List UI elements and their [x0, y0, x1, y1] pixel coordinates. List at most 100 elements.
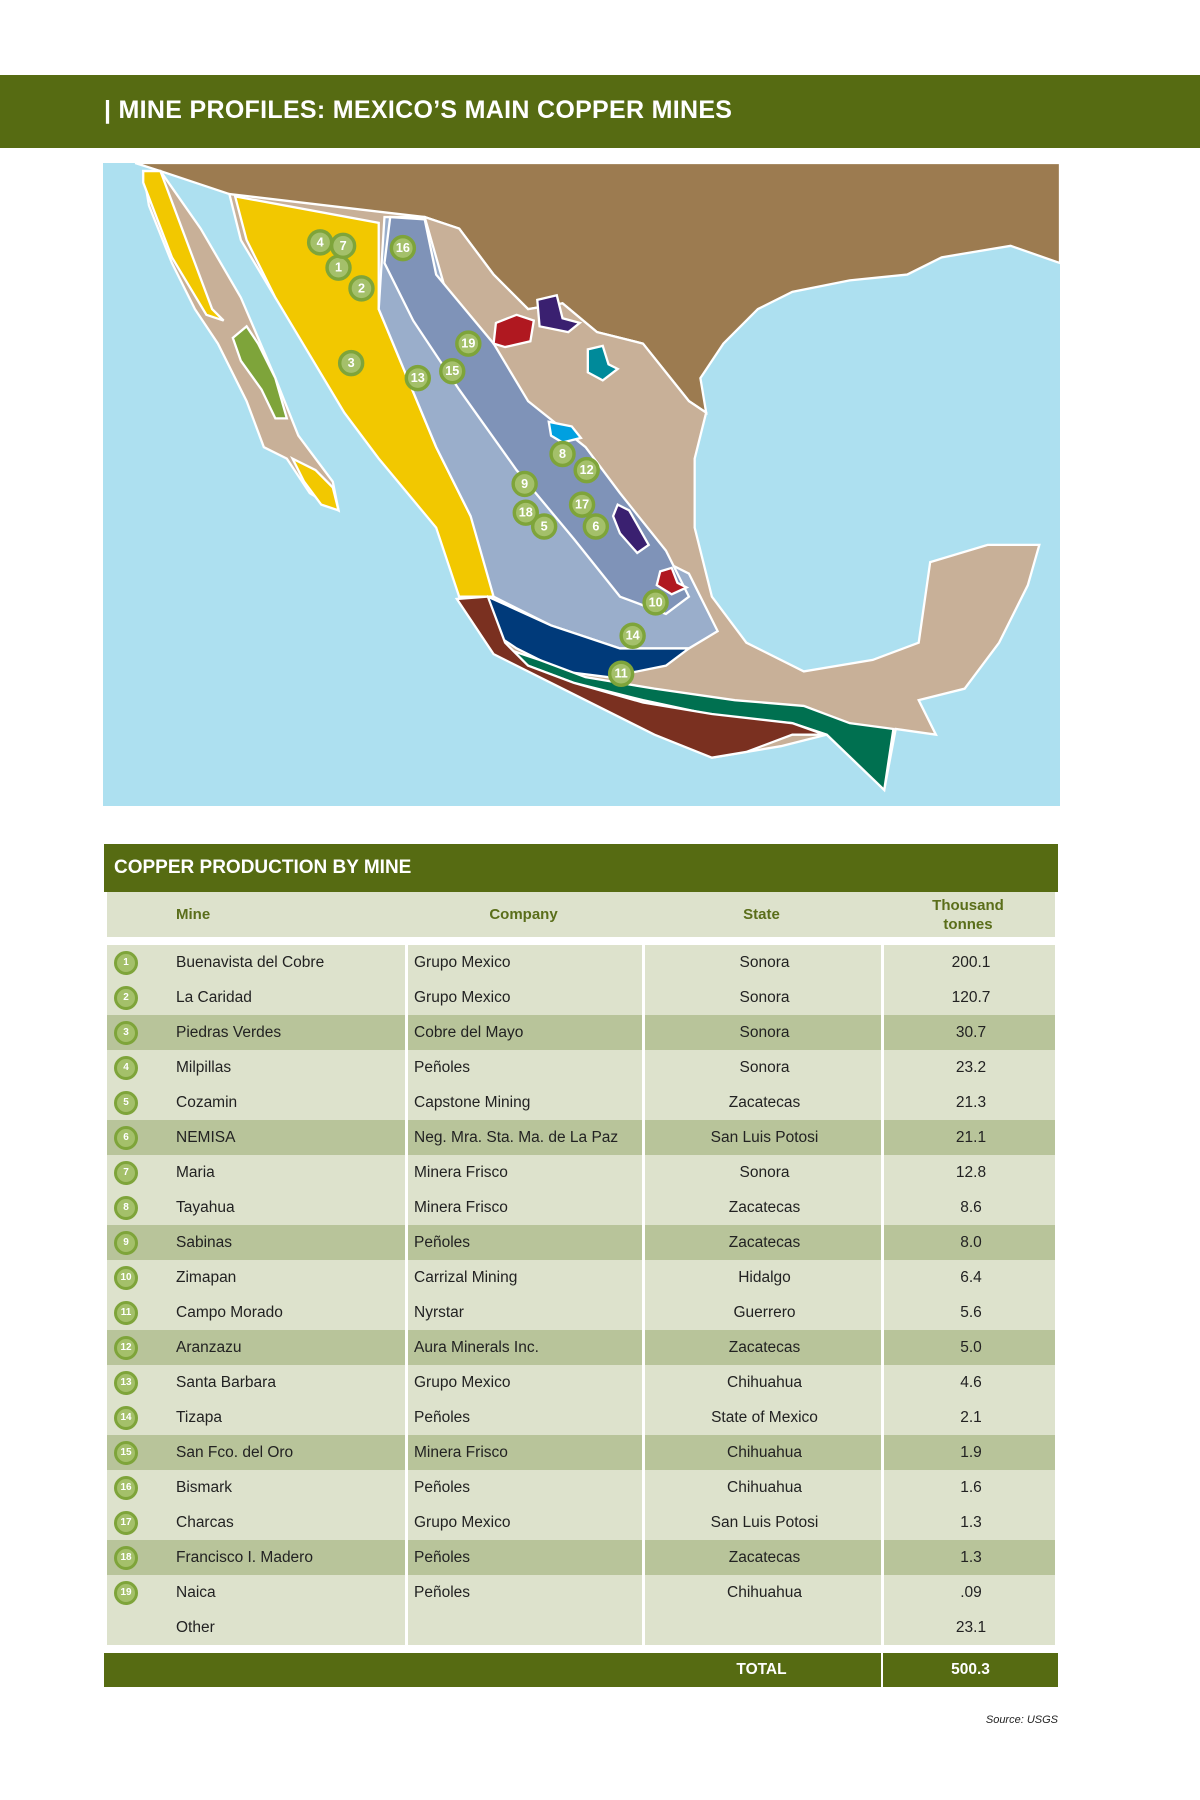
mine-name: Maria [176, 1164, 215, 1181]
mine-number-cell: 12 [107, 1330, 164, 1365]
header-tonnes-line1: Thousand [932, 896, 1004, 914]
mine-number-badge: 19 [114, 1581, 138, 1605]
mine-marker-18: 18 [512, 499, 539, 526]
state-name: Chihuahua [642, 1470, 884, 1505]
table-row: 18 Francisco I. Madero Peñoles Zacatecas 1.3 [107, 1540, 1055, 1575]
company-name: Minera Frisco [405, 1435, 642, 1470]
table-row: 13 Santa Barbara Grupo Mexico Chihuahua 4.6 [107, 1365, 1055, 1400]
mine-name: La Caridad [176, 989, 252, 1006]
mine-name: Charcas [176, 1514, 234, 1531]
header-mine: Mine [176, 906, 211, 923]
tonnes-value: 21.3 [881, 1085, 1058, 1120]
company-name: Grupo Mexico [405, 945, 642, 980]
marker-circle [619, 622, 646, 649]
marker-circle [549, 440, 576, 468]
mine-number-badge: 9 [114, 1231, 138, 1255]
mine-number-badge: 6 [114, 1126, 138, 1150]
header-state: State [743, 906, 780, 923]
mine-number-badge: 16 [114, 1476, 138, 1500]
mine-name: Other [176, 1619, 215, 1636]
mine-marker-4: 4 [306, 229, 334, 256]
marker-circle [404, 364, 431, 392]
mine-number-badge: 14 [114, 1406, 138, 1430]
mine-marker-19: 19 [455, 330, 482, 357]
company-name: Aura Minerals Inc. [405, 1330, 642, 1365]
tonnes-value: 23.1 [881, 1610, 1058, 1645]
marker-circle [573, 456, 600, 484]
copper-production-table: COPPER PRODUCTION BY MINE Mine Company S… [104, 844, 1058, 1687]
company-name: Minera Frisco [405, 1155, 642, 1190]
state-name: Sonora [642, 1015, 884, 1050]
table-row: 14 Tizapa Peñoles State of Mexico 2.1 [107, 1400, 1055, 1435]
company-name: Grupo Mexico [405, 980, 642, 1015]
source-note: Source: USGS [985, 1714, 1058, 1726]
company-name: Neg. Mra. Sta. Ma. de La Paz [405, 1120, 642, 1155]
marker-label: 12 [580, 463, 594, 477]
table-row: 11 Campo Morado Nyrstar Guerrero 5.6 [107, 1295, 1055, 1330]
table-title: COPPER PRODUCTION BY MINE [104, 844, 1058, 892]
marker-circle [512, 499, 539, 526]
mine-name: Francisco I. Madero [176, 1549, 313, 1566]
tonnes-value: 200.1 [881, 945, 1058, 980]
marker-label: 7 [340, 239, 347, 253]
red-deposit-1 [492, 313, 536, 349]
company-name: Grupo Mexico [405, 1505, 642, 1540]
mine-number-cell: 1 [107, 945, 164, 980]
table-title-text: COPPER PRODUCTION BY MINE [114, 857, 412, 878]
mine-marker-15: 15 [439, 357, 466, 385]
marker-circle [439, 357, 466, 385]
state-name: Chihuahua [642, 1575, 884, 1610]
table-row: 1 Buenavista del Cobre Grupo Mexico Sonora 2… [107, 945, 1055, 980]
marker-label: 17 [575, 498, 589, 512]
state-name: Zacatecas [642, 1190, 884, 1225]
brown-belt [454, 595, 825, 759]
company-name: Minera Frisco [405, 1190, 642, 1225]
mine-number-cell: 11 [107, 1295, 164, 1330]
mine-number-cell: 15 [107, 1435, 164, 1470]
tonnes-value: 1.3 [881, 1505, 1058, 1540]
tonnes-value: 1.3 [881, 1540, 1058, 1575]
table-row: 19 Naica Peñoles Chihuahua .09 [107, 1575, 1055, 1610]
mine-marker-13: 13 [404, 364, 431, 392]
table-row: 16 Bismark Peñoles Chihuahua 1.6 [107, 1470, 1055, 1505]
mine-name: Zimapan [176, 1269, 237, 1286]
mine-number-cell: 2 [107, 980, 164, 1015]
table-row: 2 La Caridad Grupo Mexico Sonora 120.7 [107, 980, 1055, 1015]
table-row: 8 Tayahua Minera Frisco Zacatecas 8.6 [107, 1190, 1055, 1225]
marker-circle [530, 513, 558, 540]
table-row: 15 San Fco. del Oro Minera Frisco Chihuahua… [107, 1435, 1055, 1470]
mine-number-badge: 12 [114, 1336, 138, 1360]
mine-number-badge: 17 [114, 1511, 138, 1535]
mine-number-cell: 16 [107, 1470, 164, 1505]
tonnes-value: 1.9 [881, 1435, 1058, 1470]
marker-label: 11 [614, 667, 627, 681]
purple-deposit-2 [611, 503, 651, 555]
mine-name: Campo Morado [176, 1304, 283, 1321]
mine-number-cell: 7 [107, 1155, 164, 1190]
state-name: Zacatecas [642, 1225, 884, 1260]
tonnes-value: 5.0 [881, 1330, 1058, 1365]
company-name: Cobre del Mayo [405, 1015, 642, 1050]
marker-label: 16 [396, 241, 410, 255]
state-name: Sonora [642, 1155, 884, 1190]
marker-circle [348, 275, 375, 302]
mine-marker-11: 11 [607, 660, 635, 687]
marker-circle [455, 330, 482, 357]
table-header-row: Mine Company State Thousand tonnes [107, 892, 1055, 937]
mine-number-cell: 8 [107, 1190, 164, 1225]
header-tonnes-line2: tonnes [943, 915, 993, 933]
mine-number-badge: 7 [114, 1161, 138, 1185]
mine-number-badge: 5 [114, 1091, 138, 1115]
marker-label: 15 [445, 364, 459, 378]
purple-deposit-1 [536, 293, 583, 334]
mine-number-cell: 14 [107, 1400, 164, 1435]
tonnes-value: 120.7 [881, 980, 1058, 1015]
table-row: 10 Zimapan Carrizal Mining Hidalgo 6.4 [107, 1260, 1055, 1295]
company-name [405, 1610, 642, 1645]
marker-circle [511, 470, 538, 498]
company-name: Peñoles [405, 1400, 642, 1435]
tonnes-value: 1.6 [881, 1470, 1058, 1505]
mine-name: Piedras Verdes [176, 1024, 282, 1041]
mine-name: Sabinas [176, 1234, 233, 1251]
state-name: San Luis Potosi [642, 1120, 884, 1155]
